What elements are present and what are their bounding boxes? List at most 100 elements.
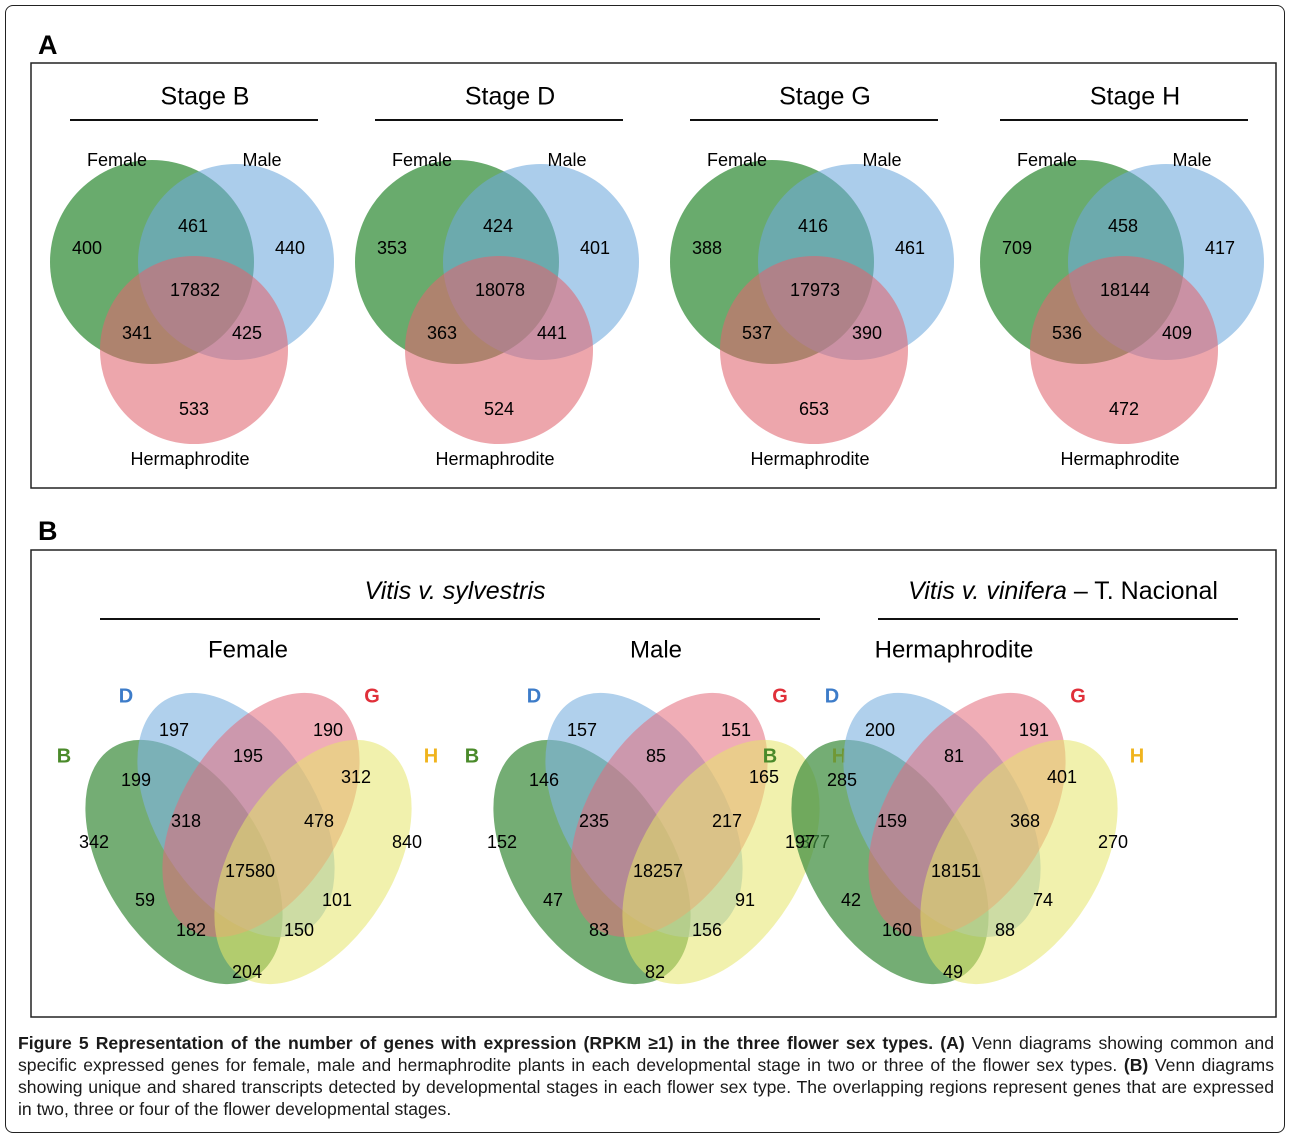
count-all-three: 17832 [170, 280, 220, 300]
count-dgh: 217 [712, 811, 742, 831]
ellipse-h [214, 739, 412, 985]
caption-a-label: (A) [933, 1033, 965, 1053]
count-dgh: 368 [1010, 811, 1040, 831]
panel-a-label: A [38, 30, 58, 60]
count-dgh: 478 [304, 811, 334, 831]
count-dg: 195 [233, 746, 263, 766]
female-label: Female [707, 150, 767, 170]
stage-title: Stage D [465, 83, 555, 111]
count-dh: 91 [735, 890, 755, 910]
sex-type-title: Male [630, 636, 682, 663]
set-label-g: G [364, 685, 380, 707]
set-label-b: B [763, 745, 777, 767]
stage-title: Stage H [1090, 83, 1180, 111]
count-female-male: 461 [178, 216, 208, 236]
ellipse-h [920, 739, 1118, 985]
count-g: 151 [721, 720, 751, 740]
count-bh: 204 [232, 962, 262, 982]
count-female-herm: 536 [1052, 323, 1082, 343]
panel-b: Female D G B H 197 195 190 199 312 342 318 478 840 175… [57, 636, 1144, 985]
count-female-herm: 363 [427, 323, 457, 343]
count-male-only: 401 [580, 238, 610, 258]
count-herm-only: 524 [484, 399, 514, 419]
herm-label: Hermaphrodite [1060, 449, 1179, 469]
set-label-h: H [1130, 745, 1144, 767]
count-herm-only: 533 [179, 399, 209, 419]
count-male-herm: 409 [1162, 323, 1192, 343]
count-bdgh: 18257 [633, 861, 683, 881]
caption-b-text: Venn diagrams showing unique and shared … [18, 1055, 1274, 1119]
count-female-only: 709 [1002, 238, 1032, 258]
count-bgh: 160 [882, 920, 912, 940]
count-b: 197 [785, 832, 815, 852]
herm-label: Hermaphrodite [435, 449, 554, 469]
set-label-b: B [465, 745, 479, 767]
count-g: 191 [1019, 720, 1049, 740]
count-d: 200 [865, 720, 895, 740]
herm-circle [100, 256, 288, 444]
venn3-diagram: Stage G Female Male Hermaphrodite 388 461 653 4… [670, 83, 954, 469]
female-label: Female [87, 150, 147, 170]
male-label: Male [242, 150, 281, 170]
set-label-d: D [527, 685, 541, 707]
count-herm-only: 472 [1109, 399, 1139, 419]
count-gh: 401 [1047, 767, 1077, 787]
set-label-g: G [1070, 685, 1086, 707]
count-bg: 47 [543, 890, 563, 910]
count-b: 342 [79, 832, 109, 852]
count-female-male: 458 [1108, 216, 1138, 236]
set-label-g: G [772, 685, 788, 707]
venn3-diagram: Stage B Female Male Hermaphrodite 400 440 533 4… [50, 83, 334, 469]
count-bdg: 318 [171, 811, 201, 831]
figure-graphic: A Stage B Female Male Hermaphrodite 400 440 53… [30, 30, 1277, 1018]
panel-a-box [30, 62, 1277, 489]
herm-label: Hermaphrodite [750, 449, 869, 469]
count-female-herm: 341 [122, 323, 152, 343]
count-male-herm: 425 [232, 323, 262, 343]
herm-circle [405, 256, 593, 444]
count-gh: 312 [341, 767, 371, 787]
group-title-sylvestris: Vitis v. sylvestris [364, 577, 545, 605]
herm-label: Hermaphrodite [130, 449, 249, 469]
caption-fig-label: Figure 5 [18, 1033, 89, 1053]
count-b: 152 [487, 832, 517, 852]
count-bdg: 159 [877, 811, 907, 831]
panel-b-label: B [38, 516, 58, 546]
sex-type-title: Female [208, 636, 288, 663]
count-male-only: 417 [1205, 238, 1235, 258]
set-label-d: D [119, 685, 133, 707]
set-label-d: D [825, 685, 839, 707]
count-bd: 199 [121, 770, 151, 790]
count-h: 840 [392, 832, 422, 852]
caption-a-text: Venn diagrams showing common and specifi… [18, 1033, 1274, 1075]
count-bdgh: 18151 [931, 861, 981, 881]
count-all-three: 18144 [1100, 280, 1150, 300]
female-label: Female [1017, 150, 1077, 170]
herm-circle [1030, 256, 1218, 444]
group-title-vinifera-rest: – T. Nacional [1067, 577, 1218, 605]
count-female-only: 388 [692, 238, 722, 258]
caption-b-label: (B) [1117, 1055, 1149, 1075]
female-label: Female [392, 150, 452, 170]
venn3-diagram: Stage D Female Male Hermaphrodite 353 401 524 4… [355, 83, 639, 469]
count-all-three: 17973 [790, 280, 840, 300]
count-male-herm: 441 [537, 323, 567, 343]
ellipse-h [622, 739, 820, 985]
count-dh: 101 [322, 890, 352, 910]
count-dg: 81 [944, 746, 964, 766]
figure-frame [5, 5, 1285, 1133]
count-bh: 82 [645, 962, 665, 982]
count-dg: 85 [646, 746, 666, 766]
herm-circle [720, 256, 908, 444]
count-male-herm: 390 [852, 323, 882, 343]
venn4-diagram: MaleDGBH15785151146165152235217377182574… [465, 636, 846, 985]
count-bd: 285 [827, 770, 857, 790]
count-female-male: 416 [798, 216, 828, 236]
count-male-only: 461 [895, 238, 925, 258]
count-d: 157 [567, 720, 597, 740]
count-female-only: 400 [72, 238, 102, 258]
count-g: 190 [313, 720, 343, 740]
set-label-b: B [57, 745, 71, 767]
count-bg: 59 [135, 890, 155, 910]
venn4-diagram: Female D G B H 197 195 190 199 312 342 318 478 840 175… [57, 636, 438, 985]
